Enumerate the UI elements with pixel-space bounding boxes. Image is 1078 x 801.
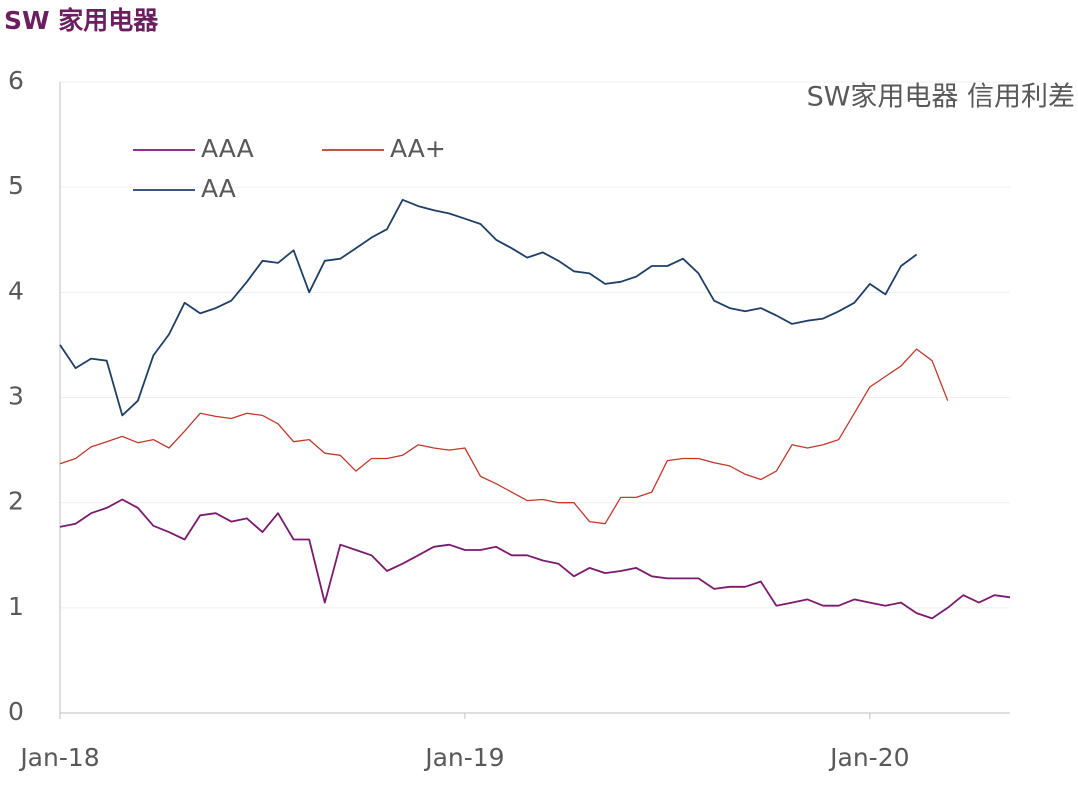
y-tick-label: 2 — [8, 487, 24, 516]
x-tick-label: Jan-19 — [423, 743, 504, 772]
y-tick-label: 3 — [8, 382, 24, 411]
chart-title: SW 家用电器 — [4, 6, 159, 35]
series-line — [59, 348, 949, 525]
y-tick-label: 1 — [8, 592, 24, 621]
series-line — [59, 498, 1011, 620]
chart-subtitle: SW家用电器 信用利差 — [807, 82, 1075, 113]
y-tick-label: 5 — [8, 171, 24, 200]
x-tick-label: Jan-18 — [18, 743, 99, 772]
series-line — [59, 198, 918, 417]
y-tick-label: 6 — [8, 66, 24, 95]
legend-label: AAA — [201, 134, 254, 163]
legend-label: AA — [201, 174, 236, 203]
y-tick-label: 0 — [8, 697, 24, 726]
legend-label: AA+ — [390, 134, 446, 163]
x-tick-label: Jan-20 — [828, 743, 909, 772]
y-tick-label: 4 — [8, 276, 24, 305]
